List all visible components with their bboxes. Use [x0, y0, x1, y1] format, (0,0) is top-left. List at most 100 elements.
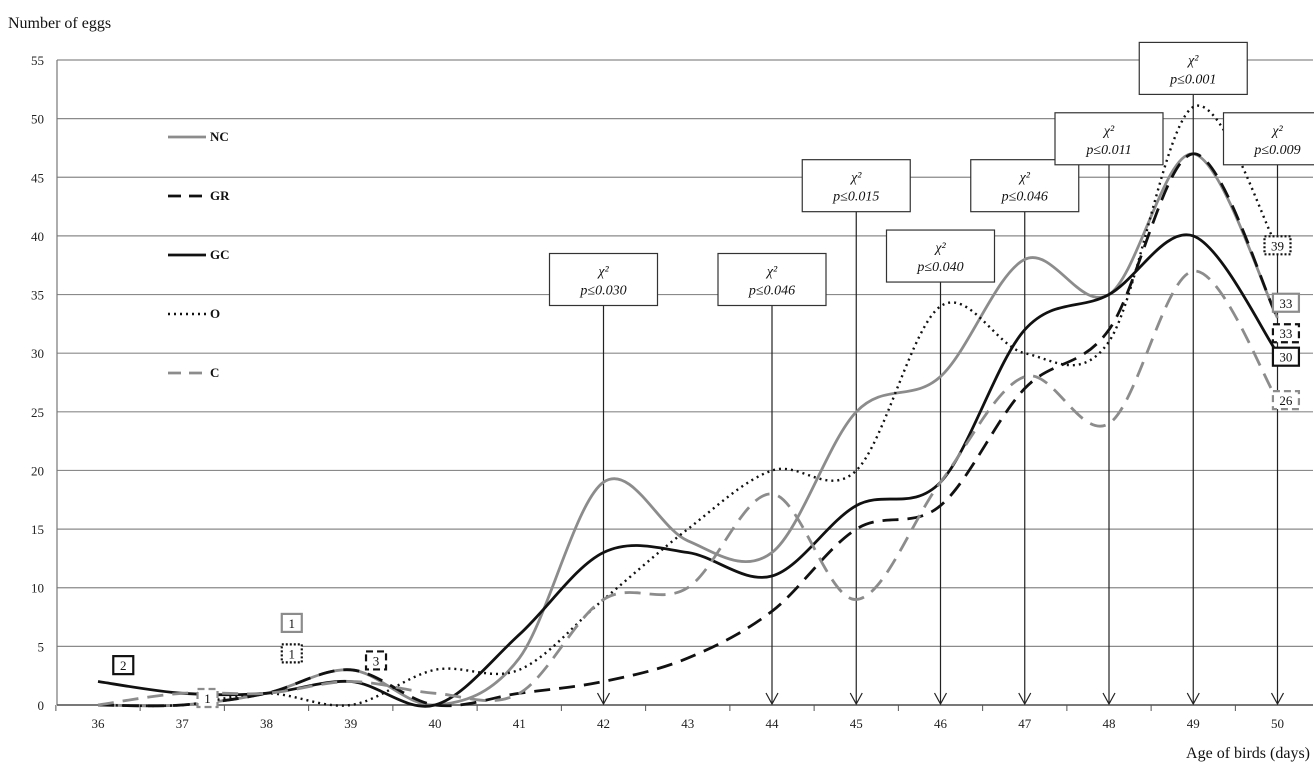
y-tick-label: 40 [31, 229, 44, 244]
value-label: 2 [120, 658, 127, 673]
value-label: 3 [373, 653, 380, 668]
value-label: 33 [1279, 296, 1292, 311]
arrow-head [1102, 692, 1116, 706]
axes [55, 60, 1313, 711]
annotation-box [1222, 112, 1314, 166]
value-label-box [1263, 235, 1292, 256]
x-tick-labels: 36 37 38 39 40 41 42 43 44 45 46 47 48 49 50 [92, 716, 1285, 731]
arrow-head [933, 692, 948, 706]
x-tick-label: 42 [597, 716, 610, 731]
annotation-p-value: p≤0.001 [1169, 72, 1216, 87]
y-tick-label: 10 [31, 581, 44, 596]
value-label: 39 [1271, 238, 1284, 253]
series-line-nc [97, 152, 1279, 708]
y-tick-label: 50 [31, 112, 44, 127]
significance-annotations: χ² p≤0.030 χ² p≤0.046 χ² p≤0.015 χ² p≤0.040 χ² p≤… [548, 41, 1314, 307]
arrow-head [1186, 692, 1200, 706]
legend: NC GR GC O C [168, 129, 230, 380]
annotation-p-value: p≤0.046 [1001, 190, 1048, 205]
annotation-p-value: p≤0.009 [1253, 143, 1300, 158]
value-label-box [1271, 389, 1301, 411]
value-label-box [1271, 323, 1301, 344]
y-tick-label: 25 [31, 405, 44, 420]
annotation-box [548, 252, 659, 307]
annotation-chi-label: χ² [1270, 124, 1283, 139]
annotation-box [1054, 112, 1164, 166]
annotation-p-value: p≤0.040 [916, 260, 963, 275]
y-tick-label: 55 [31, 53, 44, 68]
x-tick-label: 39 [344, 716, 357, 731]
legend-label-nc: NC [210, 129, 229, 144]
value-label: 33 [1279, 326, 1292, 341]
y-tick-label: 35 [31, 288, 44, 303]
annotation-p-value: p≤0.011 [1085, 143, 1131, 158]
value-label: 1 [289, 616, 296, 631]
arrow-head [596, 692, 611, 706]
annotation-chi-label: χ² [933, 241, 946, 256]
value-label-box [364, 650, 388, 671]
arrow-head [1018, 692, 1032, 706]
series-line-c [97, 269, 1279, 707]
x-tick-label: 38 [260, 716, 273, 731]
x-tick-label: 44 [766, 716, 780, 731]
x-tick-label: 46 [934, 716, 948, 731]
y-tick-label: 15 [31, 522, 44, 537]
y-tick-label: 20 [31, 463, 44, 478]
value-label: 30 [1279, 350, 1292, 365]
series-lines [97, 104, 1279, 708]
legend-label-o: O [210, 306, 220, 321]
gridlines [57, 59, 1313, 706]
annotation-box [1138, 41, 1248, 96]
significance-arrows [596, 94, 1285, 706]
annotation-chi-label: χ² [1102, 124, 1115, 139]
value-label: 1 [204, 691, 211, 706]
annotation-p-value: p≤0.015 [832, 190, 879, 205]
annotation-box [970, 159, 1080, 213]
annotation-box [801, 159, 911, 213]
annotation-box [717, 252, 827, 307]
legend-label-c: C [210, 365, 219, 380]
value-label: 26 [1279, 393, 1293, 408]
y-tick-label: 45 [31, 170, 44, 185]
legend-label-gc: GC [210, 247, 230, 262]
annotation-chi-label: χ² [765, 265, 778, 280]
value-label-box [1271, 292, 1301, 313]
legend-label-gr: GR [210, 188, 230, 203]
value-label-box [196, 687, 219, 709]
y-tick-label: 5 [38, 639, 45, 654]
annotation-chi-label: χ² [849, 171, 862, 186]
x-tick-label: 49 [1187, 716, 1200, 731]
value-label-box [280, 612, 303, 634]
y-tick-labels: 0 5 10 15 20 25 30 35 40 45 50 55 [31, 53, 44, 713]
annotation-box [885, 229, 996, 283]
x-tick-label: 40 [429, 716, 442, 731]
value-label: 1 [289, 646, 296, 661]
arrow-head [1270, 692, 1285, 706]
y-axis-title: Number of eggs [8, 15, 111, 32]
series-line-gr [97, 152, 1279, 708]
annotation-p-value: p≤0.046 [748, 284, 795, 299]
arrow-head [849, 692, 863, 706]
value-label-box [1271, 346, 1301, 367]
x-tick-label: 47 [1018, 716, 1032, 731]
annotation-p-value: p≤0.030 [579, 284, 626, 299]
x-tick-label: 36 [92, 716, 106, 731]
value-label-box [112, 655, 135, 676]
x-tick-label: 37 [176, 716, 190, 731]
y-tick-label: 0 [38, 698, 45, 713]
value-labels: 2 1 1 1 3 39 33 33 30 26 [112, 235, 1301, 709]
arrow-head [765, 692, 779, 706]
annotation-chi-label: χ² [1186, 53, 1199, 68]
x-tick-label: 50 [1271, 716, 1284, 731]
series-line-o [97, 104, 1279, 708]
x-tick-label: 45 [850, 716, 863, 731]
y-tick-label: 30 [31, 346, 44, 361]
value-label-box [280, 643, 303, 664]
x-tick-label: 41 [513, 716, 526, 731]
x-axis-title: Age of birds (days) [1186, 745, 1310, 762]
x-tick-label: 48 [1103, 716, 1116, 731]
x-tick-label: 43 [681, 716, 694, 731]
annotation-chi-label: χ² [1018, 171, 1031, 186]
annotation-chi-label: χ² [596, 265, 609, 280]
